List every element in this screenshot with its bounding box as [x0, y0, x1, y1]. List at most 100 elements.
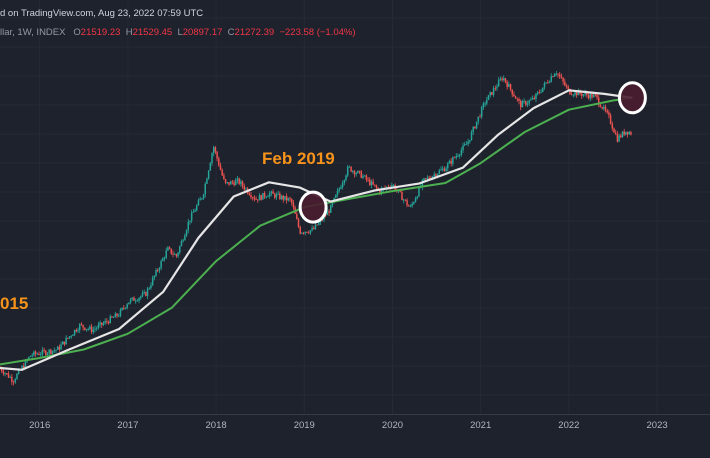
- candle: [202, 193, 205, 201]
- candle: [277, 190, 279, 196]
- candle: [126, 302, 128, 310]
- candle: [329, 204, 332, 213]
- candle-body: [477, 116, 480, 122]
- candle-body: [494, 88, 497, 90]
- candle: [501, 76, 503, 82]
- candle-body: [114, 313, 117, 318]
- candle: [241, 180, 244, 189]
- candle: [296, 210, 298, 220]
- candle: [194, 208, 196, 213]
- candle-body: [153, 275, 156, 278]
- candle: [469, 140, 471, 144]
- candle-body: [370, 181, 373, 186]
- candle: [151, 275, 154, 287]
- candle: [402, 198, 405, 204]
- candle: [299, 225, 301, 235]
- candle: [173, 252, 176, 255]
- candle: [285, 193, 288, 204]
- candle-body: [73, 329, 76, 335]
- candle-body: [89, 326, 91, 329]
- candle: [506, 80, 508, 90]
- candle: [290, 198, 293, 206]
- candle-body: [487, 95, 490, 101]
- candle: [348, 165, 351, 168]
- candle: [248, 191, 251, 196]
- candle-body: [192, 211, 195, 213]
- candle-body: [479, 116, 481, 118]
- candle-body: [581, 93, 583, 96]
- candle-body: [462, 145, 464, 150]
- candle-body: [470, 131, 473, 141]
- candle: [358, 170, 361, 175]
- candle: [514, 95, 517, 99]
- candle-body: [263, 193, 266, 197]
- candle: [472, 126, 474, 136]
- candle: [338, 187, 340, 193]
- candle: [134, 298, 137, 304]
- candle-body: [63, 341, 66, 345]
- candle-body: [604, 106, 607, 111]
- candle-body: [296, 213, 298, 220]
- candle: [73, 329, 76, 337]
- candle: [162, 257, 164, 262]
- candle-body: [562, 77, 564, 82]
- candle-body: [523, 101, 525, 103]
- candle-body: [592, 94, 595, 98]
- candle-body: [202, 194, 205, 199]
- candle-body: [97, 324, 100, 328]
- candle-body: [218, 158, 220, 166]
- candle-body: [265, 196, 268, 198]
- candle: [475, 121, 478, 130]
- candle-body: [238, 178, 240, 184]
- candle: [370, 179, 373, 189]
- candle-body: [99, 322, 101, 325]
- candle: [287, 197, 290, 202]
- candle: [372, 178, 374, 186]
- candle-body: [313, 228, 315, 230]
- candle: [284, 196, 286, 201]
- candle: [104, 318, 106, 325]
- candle: [336, 187, 339, 198]
- candle: [316, 224, 318, 226]
- candle-body: [22, 365, 25, 368]
- candle-body: [453, 157, 456, 159]
- candle-body: [513, 94, 515, 97]
- candle-body: [353, 170, 356, 175]
- candle: [268, 190, 271, 199]
- candle: [275, 192, 278, 201]
- candle: [558, 71, 561, 80]
- candle-body: [243, 186, 245, 190]
- candle: [207, 170, 210, 180]
- candle: [201, 197, 203, 200]
- candle: [45, 349, 47, 357]
- candle-body: [616, 133, 619, 142]
- candle: [543, 81, 546, 90]
- candle-body: [151, 277, 154, 286]
- candle-body: [623, 131, 625, 135]
- candle: [496, 83, 498, 91]
- candle-body: [29, 355, 32, 357]
- candle-body: [365, 175, 368, 180]
- candle: [335, 194, 337, 199]
- candle-body: [572, 94, 575, 96]
- candle-body: [182, 240, 184, 242]
- candle-body: [469, 140, 471, 142]
- candle-body: [224, 179, 227, 183]
- candle-body: [145, 292, 147, 297]
- candle-body: [190, 212, 193, 221]
- candle-body: [597, 97, 600, 105]
- x-axis: 2016 2017 2018 2019 2020 2021 2022 2023: [0, 414, 710, 458]
- candle: [67, 337, 69, 340]
- candle: [106, 318, 108, 325]
- candle: [531, 95, 534, 100]
- candle-body: [550, 76, 552, 82]
- candle: [341, 180, 344, 190]
- candle: [33, 350, 35, 357]
- candle-body: [17, 369, 20, 374]
- chart-source-line: d on TradingView.com, Aug 23, 2022 07:59…: [0, 8, 204, 19]
- candle: [251, 196, 254, 201]
- candle-body: [465, 144, 468, 145]
- candle-body: [606, 110, 608, 113]
